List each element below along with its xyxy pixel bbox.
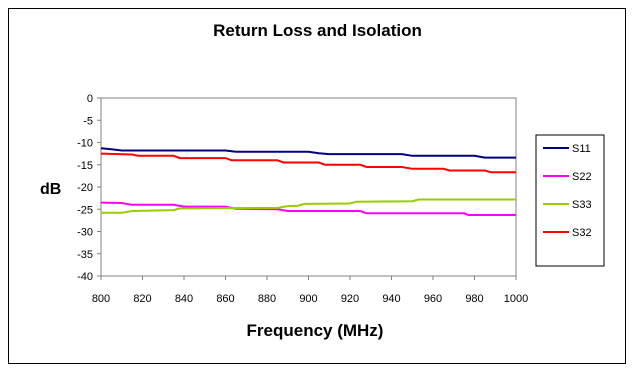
x-tick-label: 820 (133, 293, 151, 305)
series-line-s22 (100, 201, 516, 216)
x-tick-label: 900 (299, 293, 317, 305)
y-tick-label: 0 (87, 93, 93, 105)
legend-label-s22: S22 (572, 171, 592, 183)
legend-label-s11: S11 (572, 143, 591, 155)
y-axis-title: dB (40, 181, 62, 198)
x-axis: 800 820 840 860 880 900 920 940 960 980 1000 (92, 276, 528, 305)
y-tick-label: -35 (77, 249, 93, 261)
y-tick-label: -30 (77, 227, 93, 239)
chart-title: Return Loss and Isolation (213, 21, 422, 40)
series-line-s11 (100, 147, 516, 159)
x-tick-label: 920 (341, 293, 359, 305)
y-tick-label: -10 (77, 138, 93, 150)
x-tick-label: 800 (92, 293, 110, 305)
plot-area (100, 97, 517, 277)
y-axis: 0 -5 -10 -15 -20 -25 -30 -35 -40 (77, 93, 101, 283)
x-tick-label: 980 (465, 293, 483, 305)
y-tick-label: -20 (77, 182, 93, 194)
series-line-s32 (100, 152, 516, 174)
series-lines (100, 147, 516, 216)
y-tick-label: -5 (83, 115, 93, 127)
x-tick-label: 840 (175, 293, 193, 305)
x-tick-label: 860 (216, 293, 234, 305)
legend-label-s33: S33 (572, 199, 592, 211)
x-tick-label: 880 (258, 293, 276, 305)
legend-box (535, 134, 605, 267)
x-tick-label: 940 (382, 293, 400, 305)
y-tick-label: -15 (77, 160, 93, 172)
x-axis-title: Frequency (MHz) (246, 321, 384, 340)
x-tick-label: 1000 (504, 293, 528, 305)
legend-label-s32: S32 (572, 227, 592, 239)
y-tick-label: -40 (77, 271, 93, 283)
x-tick-label: 960 (424, 293, 442, 305)
y-tick-label: -25 (77, 204, 93, 216)
series-line-s33 (101, 198, 516, 214)
legend: S11 S22 S33 S32 (535, 134, 605, 267)
